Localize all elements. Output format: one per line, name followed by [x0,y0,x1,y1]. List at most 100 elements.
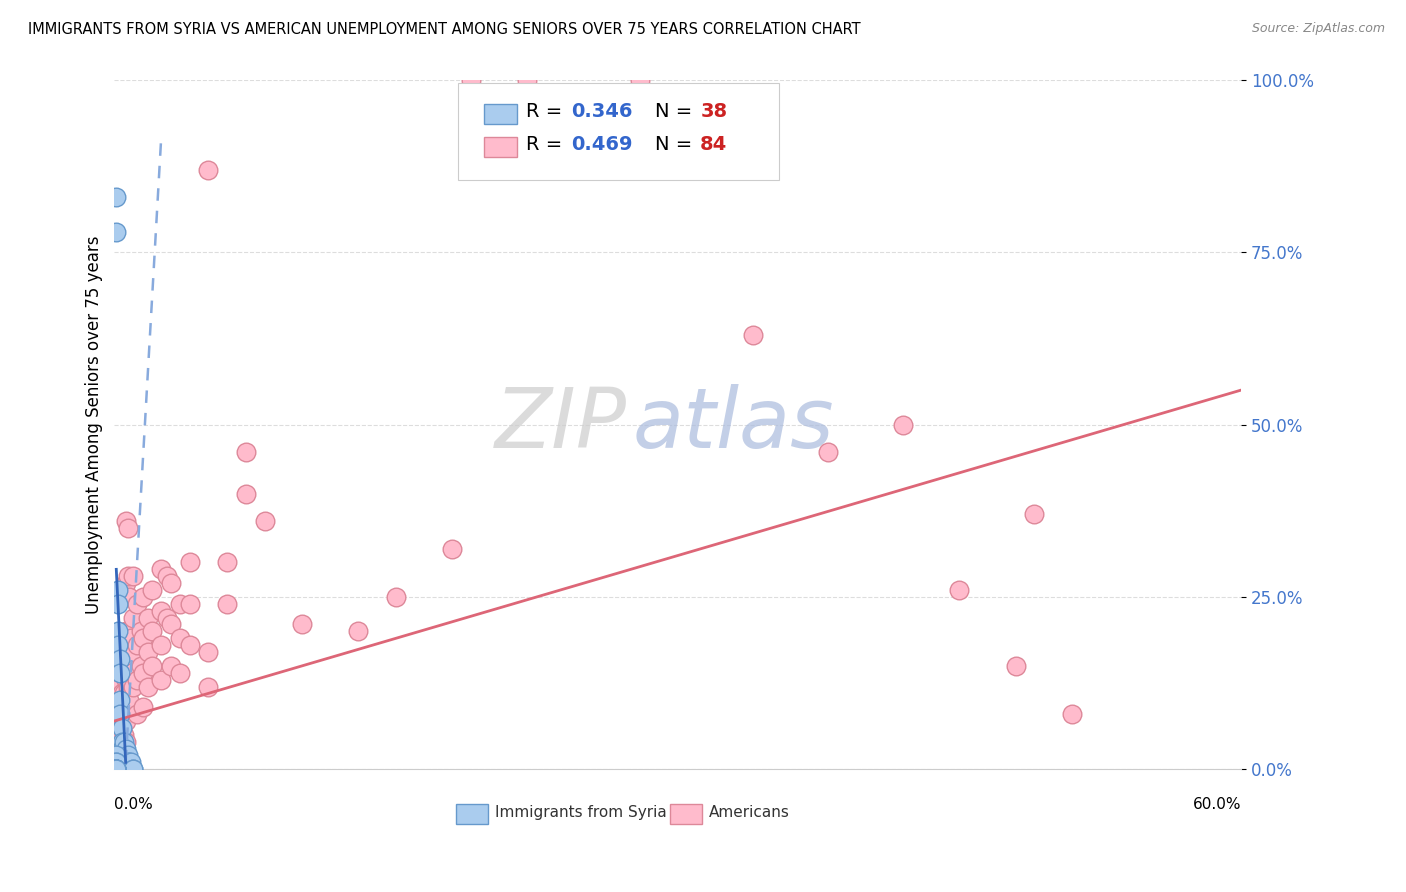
Point [291,617,314,632]
Point [111,734,134,748]
Point [141,658,163,673]
Point [111,748,134,763]
Point [197,162,219,177]
Point [107,680,129,694]
Point [169,665,191,680]
Point [129,624,152,639]
Point [114,741,136,756]
Point [1004,658,1026,673]
Point [107,728,129,742]
Point [235,486,257,500]
Point [117,569,139,583]
FancyBboxPatch shape [456,804,488,823]
Point [105,756,128,770]
Point [235,445,257,459]
Point [114,624,136,639]
Point [125,673,148,687]
Point [117,748,139,763]
Point [111,728,134,742]
Point [118,624,141,639]
Point [179,597,201,611]
Point [105,665,128,680]
Point [112,756,135,770]
Point [122,680,145,694]
Point [108,652,131,666]
Point [741,328,763,343]
Point [120,756,142,770]
Point [948,582,970,597]
Point [114,762,136,776]
Point [159,617,181,632]
Point [105,748,128,763]
Point [150,562,173,576]
Point [117,680,139,694]
Point [118,590,141,604]
Point [179,638,201,652]
Point [253,514,276,528]
FancyBboxPatch shape [669,804,703,823]
Point [131,632,153,646]
Text: 38: 38 [700,103,727,121]
Point [156,610,179,624]
Point [114,714,136,728]
Point [114,673,136,687]
Text: 0.469: 0.469 [571,136,633,154]
Text: 60.0%: 60.0% [1192,797,1241,812]
Point [150,638,173,652]
Text: 0.0%: 0.0% [114,797,153,812]
Point [114,734,136,748]
Point [108,748,131,763]
Point [107,707,129,722]
Point [817,445,839,459]
Point [118,756,141,770]
Point [105,225,128,239]
Point [108,721,131,735]
Point [105,756,128,770]
Point [107,693,129,707]
FancyBboxPatch shape [484,103,516,124]
Point [112,686,135,700]
Point [131,700,153,714]
Point [122,569,145,583]
Point [112,665,135,680]
Point [105,762,128,776]
Point [179,556,201,570]
Point [111,665,134,680]
Point [136,610,159,624]
Point [105,762,128,776]
Text: 0.346: 0.346 [571,103,633,121]
Point [108,700,131,714]
Point [1024,507,1046,521]
Point [105,762,128,776]
Point [111,741,134,756]
Point [118,693,141,707]
Point [111,686,134,700]
FancyBboxPatch shape [484,136,516,157]
Text: Immigrants from Syria: Immigrants from Syria [495,805,666,820]
Text: Source: ZipAtlas.com: Source: ZipAtlas.com [1251,22,1385,36]
Point [105,762,128,776]
Point [108,658,131,673]
Point [131,665,153,680]
Point [141,624,163,639]
Point [120,665,142,680]
Text: R =: R = [526,103,568,121]
Point [108,680,131,694]
Y-axis label: Unemployment Among Seniors over 75 years: Unemployment Among Seniors over 75 years [86,235,103,614]
Point [891,417,914,432]
Point [105,762,128,776]
Point [215,597,238,611]
Point [441,541,464,556]
FancyBboxPatch shape [458,84,779,180]
Point [141,582,163,597]
Point [120,632,142,646]
Point [156,569,179,583]
Point [111,707,134,722]
Point [112,728,135,742]
Point [516,73,538,87]
Point [108,665,131,680]
Point [107,597,129,611]
Point [159,658,181,673]
Point [125,638,148,652]
Point [112,638,135,652]
